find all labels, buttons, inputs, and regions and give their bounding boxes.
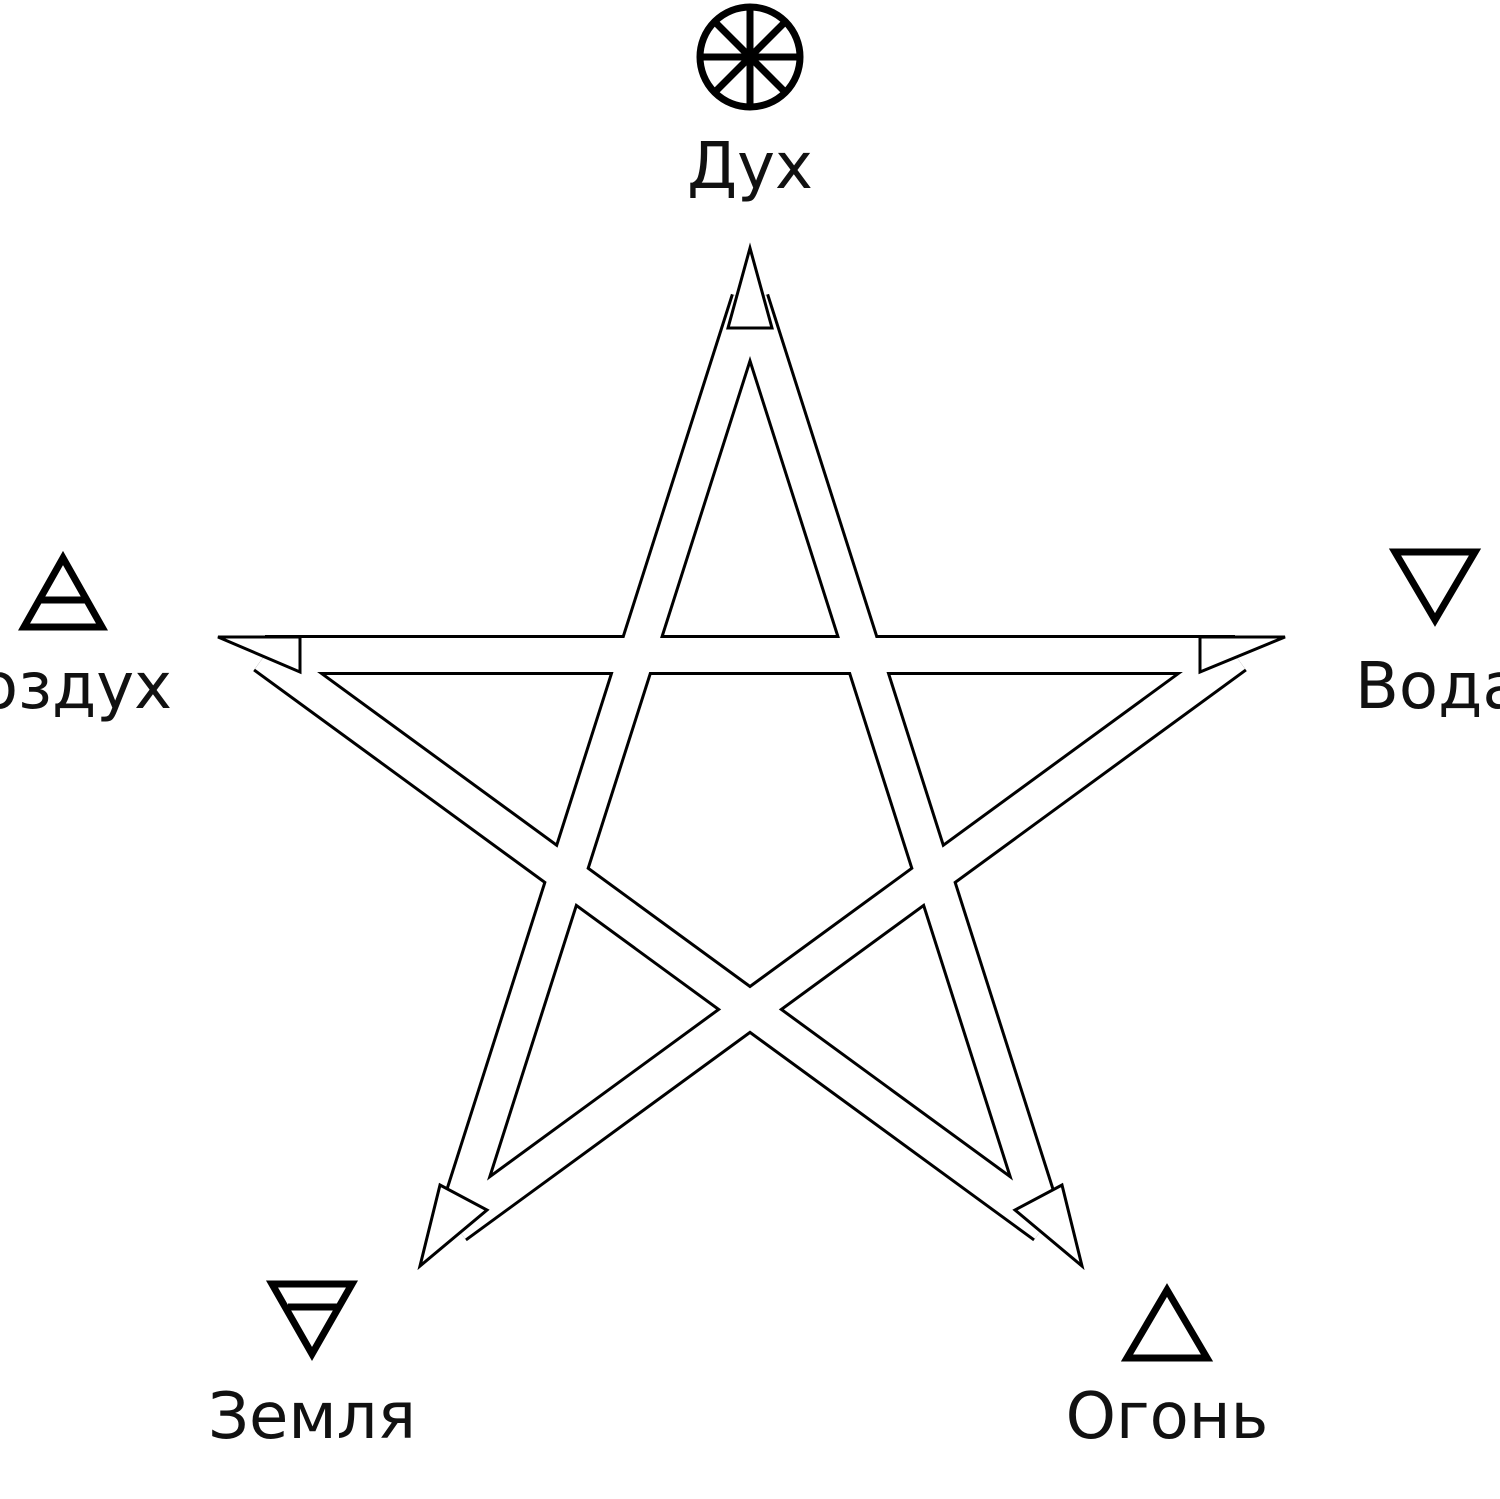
- eight-spoked-wheel-icon: [696, 3, 804, 111]
- tip-right: [1198, 635, 1286, 675]
- label-fire: Огонь: [1066, 1380, 1269, 1454]
- tip-left: [217, 635, 302, 675]
- up-triangle-icon: [1120, 1283, 1214, 1362]
- tip-top: [726, 242, 774, 330]
- label-water: Вода: [1355, 650, 1500, 724]
- tip-bottom-right: [1012, 1182, 1085, 1271]
- label-spirit: Дух: [687, 130, 813, 204]
- down-triangle-icon: [1388, 548, 1482, 627]
- pentagram: [217, 242, 1286, 1271]
- label-earth: Земля: [208, 1380, 416, 1454]
- down-triangle-with-bar-icon: [265, 1280, 359, 1362]
- label-air: Воздух: [0, 650, 172, 724]
- up-triangle-with-bar-icon: [18, 550, 108, 631]
- tip-bottom-left: [417, 1182, 490, 1271]
